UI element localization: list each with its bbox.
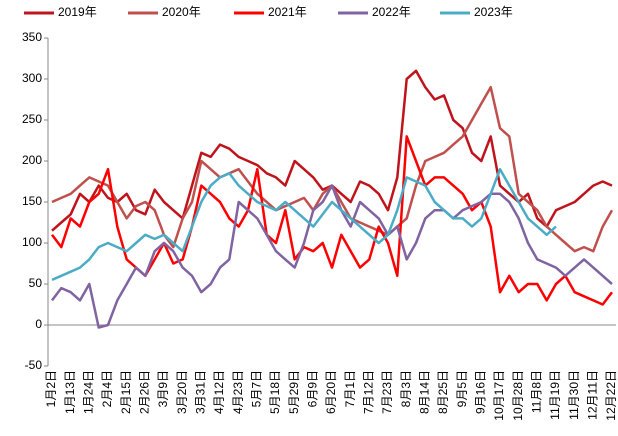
y-tick-label: -50 (25, 358, 43, 372)
x-tick-label: 12月11日 (586, 370, 600, 420)
x-tick-label: 9月5日 (455, 370, 469, 407)
x-tick-label: 4月12日 (212, 370, 226, 414)
series-line (51, 85, 614, 253)
x-tick-label: 9月16日 (474, 370, 488, 414)
x-tick-label: 5月7日 (250, 370, 264, 407)
x-tick-label: 3月31日 (194, 370, 208, 414)
x-tick-label: 7月23日 (380, 370, 394, 414)
x-tick-label: 8月25日 (436, 370, 450, 414)
y-tick-label: 200 (22, 153, 42, 167)
x-tick-label: 7月1日 (343, 370, 357, 407)
y-tick-label: 300 (22, 71, 42, 85)
x-tick-label: 6月20日 (324, 370, 338, 414)
x-tick-label: 2月26日 (138, 370, 152, 414)
x-tick-label: 6月9日 (306, 370, 320, 407)
x-tick-label: 7月12日 (362, 370, 376, 414)
x-tick-label: 2月4日 (100, 370, 114, 407)
y-tick-label: 100 (22, 235, 42, 249)
series-line (51, 135, 613, 306)
x-tick-label: 8月14日 (418, 370, 432, 414)
x-tick-label: 3月9日 (156, 370, 170, 407)
x-tick-label: 1月2日 (44, 370, 58, 407)
x-tick-label: 11月19日 (548, 370, 562, 420)
legend-label: 2022年 (372, 5, 411, 19)
y-tick-label: 250 (22, 112, 42, 126)
legend-label: 2019年 (58, 5, 97, 19)
y-tick-label: 350 (22, 30, 42, 44)
x-tick-label: 10月17日 (492, 370, 506, 421)
x-tick-label: 12月22日 (604, 370, 618, 421)
x-tick-label: 10月28日 (511, 370, 525, 421)
legend-label: 2021年 (268, 5, 307, 19)
series-line (51, 167, 557, 282)
legend-label: 2020年 (162, 5, 201, 19)
y-tick-label: 150 (22, 194, 42, 208)
x-tick-label: 3月20日 (175, 370, 189, 414)
y-tick-label: 0 (35, 317, 42, 331)
series-line (51, 184, 613, 329)
legend-label: 2023年 (474, 5, 513, 19)
x-tick-label: 5月29日 (287, 370, 301, 414)
x-tick-label: 5月18日 (268, 370, 282, 414)
x-tick-label: 2月15日 (119, 370, 133, 414)
x-tick-label: 1月24日 (82, 370, 96, 414)
x-tick-label: 1月13日 (63, 370, 77, 414)
x-tick-label: 8月3日 (399, 370, 413, 407)
x-tick-label: 11月30日 (567, 370, 581, 420)
x-tick-label: 11月8日 (530, 370, 544, 413)
y-tick-label: 50 (29, 276, 43, 290)
x-tick-label: 4月23日 (231, 370, 245, 414)
